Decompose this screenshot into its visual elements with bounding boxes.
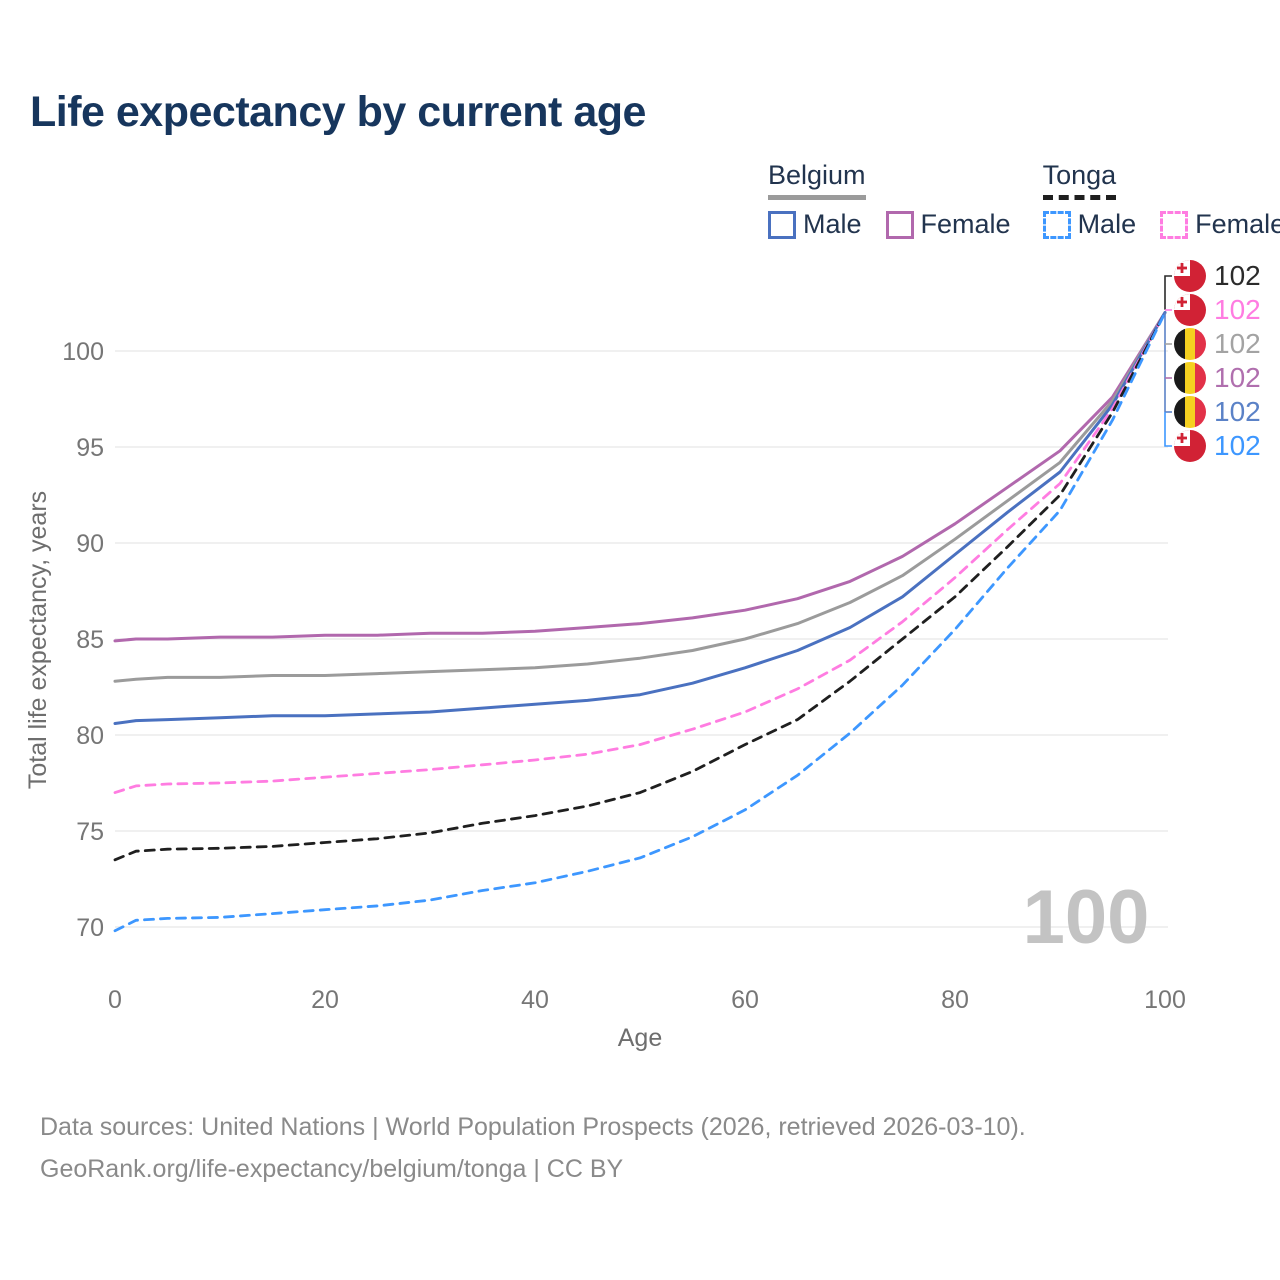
x-tick-40: 40 — [521, 986, 549, 1014]
series-lines — [113, 311, 1167, 933]
end-label-tonga-both-sexes[interactable]: 102 — [1174, 260, 1261, 292]
y-tick-90: 90 — [76, 530, 104, 558]
y-tick-80: 80 — [76, 722, 104, 750]
legend: Belgium Male Female Tonga Male — [768, 160, 1280, 240]
gridlines — [115, 350, 1168, 928]
legend-item-tonga-female[interactable]: Female — [1160, 209, 1280, 240]
belgium-flag-icon — [1174, 328, 1206, 360]
belgium-female-swatch — [885, 210, 914, 239]
legend-country-tonga[interactable]: Tonga — [1042, 160, 1117, 200]
series-line-tonga-female[interactable] — [113, 311, 1167, 794]
legend-country-belgium[interactable]: Belgium — [768, 160, 866, 200]
axis-ticks: 100 95 90 85 80 75 70 0 20 40 60 80 100 — [62, 338, 1186, 1014]
legend-item-belgium-male[interactable]: Male — [768, 209, 862, 240]
end-label-belgium-female[interactable]: 102 — [1174, 362, 1261, 394]
leader-tonga-both-sexes — [1164, 275, 1172, 310]
end-label-value: 102 — [1214, 362, 1261, 393]
legend-items-belgium: Male Female — [768, 209, 1011, 240]
x-tick-80: 80 — [941, 986, 969, 1014]
end-label-belgium-both-sexes[interactable]: 102 — [1174, 328, 1261, 360]
leader-tonga-male — [1164, 412, 1172, 447]
x-tick-100: 100 — [1144, 986, 1186, 1014]
legend-group-tonga: Tonga Male Female — [1042, 160, 1280, 240]
legend-item-label: Female — [920, 209, 1011, 239]
end-label-belgium-male[interactable]: 102 — [1174, 396, 1261, 428]
legend-item-label: Female — [1195, 209, 1280, 239]
tonga-male-swatch — [1042, 210, 1071, 239]
footer: Data sources: United Nations | World Pop… — [40, 1106, 1026, 1190]
y-tick-70: 70 — [76, 914, 104, 942]
legend-item-belgium-female[interactable]: Female — [885, 209, 1011, 240]
end-labels: 102 102 102 102 102 102 — [1174, 0, 1280, 520]
tonga-flag-icon — [1174, 294, 1206, 326]
end-label-value: 102 — [1214, 294, 1261, 325]
x-tick-20: 20 — [311, 986, 339, 1014]
end-label-value: 102 — [1214, 396, 1261, 427]
footer-attribution-link[interactable]: GeoRank.org/life-expectancy/belgium/tong… — [40, 1155, 624, 1183]
page-title: Life expectancy by current age — [30, 88, 646, 136]
series-line-belgium-female[interactable] — [113, 311, 1167, 643]
tonga-female-swatch — [1160, 210, 1189, 239]
end-label-tonga-male[interactable]: 102 — [1174, 430, 1261, 462]
end-label-value: 102 — [1214, 328, 1261, 359]
belgium-flag-icon — [1174, 396, 1206, 428]
legend-items-tonga: Male Female — [1042, 209, 1280, 240]
tonga-flag-icon — [1174, 260, 1206, 292]
y-tick-100: 100 — [62, 338, 104, 366]
belgium-male-swatch — [768, 210, 796, 239]
y-tick-85: 85 — [76, 626, 104, 654]
end-label-tonga-female[interactable]: 102 — [1174, 294, 1261, 326]
age-watermark: 100 — [1023, 875, 1150, 960]
y-tick-75: 75 — [76, 818, 104, 846]
end-label-leader-lines — [1164, 275, 1172, 447]
y-axis-title: Total life expectancy, years — [24, 491, 52, 789]
y-tick-95: 95 — [76, 434, 104, 462]
series-line-belgium-both-sexes[interactable] — [113, 311, 1167, 683]
legend-item-label: Male — [1077, 209, 1137, 239]
x-axis-title: Age — [618, 1024, 662, 1052]
series-line-tonga-male[interactable] — [113, 311, 1167, 933]
series-line-tonga-both-sexes[interactable] — [113, 311, 1167, 862]
belgium-flag-icon — [1174, 362, 1206, 394]
tonga-flag-icon — [1174, 430, 1206, 462]
legend-group-belgium: Belgium Male Female — [768, 160, 1011, 240]
legend-item-tonga-male[interactable]: Male — [1042, 209, 1137, 240]
end-label-value: 102 — [1214, 260, 1261, 291]
series-line-belgium-male[interactable] — [113, 311, 1167, 725]
footer-sources: Data sources: United Nations | World Pop… — [40, 1113, 1026, 1141]
x-tick-0: 0 — [108, 986, 122, 1014]
end-label-value: 102 — [1214, 430, 1261, 461]
legend-item-label: Male — [803, 209, 862, 239]
x-tick-60: 60 — [731, 986, 759, 1014]
